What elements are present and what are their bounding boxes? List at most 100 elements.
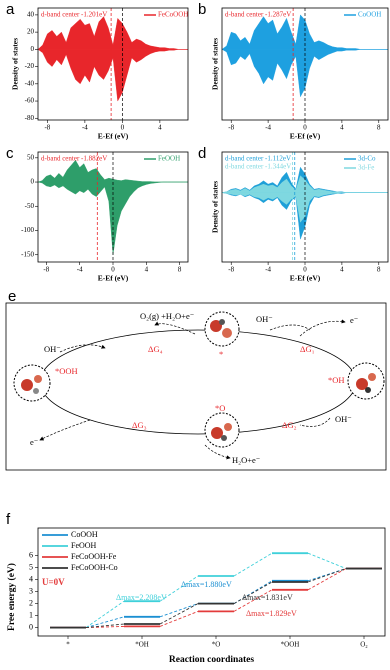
condition-label: U=0V [42,577,65,587]
connector [85,600,125,628]
legend-label: CoOOH [71,530,98,539]
diagram-text: O₂(g) +H₂O+e⁻ [140,311,195,321]
y-tick-label: 5 [29,562,33,571]
diagram-text: ΔG₄ [148,344,163,354]
x-tick-label: *OOH [281,641,300,649]
connector [233,581,273,604]
connector [307,568,347,582]
x-tick-label: * [66,641,70,649]
diagram-frame [5,302,387,471]
x-tick-label: -4 [77,266,83,274]
d-band-label: d-band center -1.112eV [225,155,291,163]
dos-area [37,16,188,50]
diagram-text: *O [215,403,225,413]
y-axis-title: Density of states [11,38,20,90]
y-tick-label: -50 [25,202,35,210]
diagram-text: ΔG₂ [282,420,297,430]
connector [233,589,273,612]
y-tick-label: 6 [29,550,33,559]
plot-frame [37,527,386,637]
x-tick-label: 4 [340,124,344,132]
y-axis-title: Density of states [211,181,220,233]
reaction-arrow [39,319,346,460]
x-tick-label: -4 [265,266,271,274]
x-tick-label: -8 [43,266,49,274]
connector [85,623,125,629]
y-tick-label: 2 [29,598,33,607]
diagram-text: e⁻ [30,437,39,447]
d-band-label: d-band center -1.201eV [41,11,107,19]
panel-label: a [6,1,15,18]
y-tick-label: 20 [27,28,35,36]
legend-label: FeCoOOH-Fe [71,552,117,561]
plot-frame [37,7,189,121]
legend-label: FeCoOOH-Co [71,563,118,572]
y-tick-label: -20 [25,62,35,70]
y-tick-label: -150 [21,250,34,258]
y-tick-label: -80 [25,114,35,122]
legend-label: FeOOH [71,541,97,550]
panel-label: f [6,511,11,528]
x-tick-label: *OH [135,641,149,649]
connector [233,552,273,577]
connector [307,568,347,591]
y-tick-label: 0 [31,45,35,53]
x-tick-label: 8 [178,266,182,274]
diagram-text: ΔG₁ [300,344,315,354]
x-tick-label: 4 [340,266,344,274]
panel-label: b [198,1,206,18]
y-axis-title: Density of states [211,38,220,90]
annotation: Δmax=1.829eV [246,609,297,618]
y-tick-label: -100 [21,226,34,234]
x-tick-label: 0 [303,124,307,132]
x-tick-label: O₂ [360,641,368,649]
d-band-label: d-band center -1.882eV [41,155,107,163]
x-axis-title: E-Ef (eV) [290,274,321,283]
x-tick-label: -4 [82,124,88,132]
connector [159,603,199,618]
x-tick-label: -8 [228,124,234,132]
x-tick-label: -8 [44,124,50,132]
catalyst-icon [13,311,385,448]
x-tick-label: 0 [111,266,115,274]
diagram-text: e⁻ [350,315,359,325]
x-tick-label: 4 [158,124,162,132]
d-band-label: d-band center -1.344eV [225,163,291,171]
annotation: Δmax=2.208eV [116,593,167,602]
y-tick-label: 4 [29,574,33,583]
diagram-text: *OOH [55,366,78,376]
diagram-text: ΔG₃ [132,420,147,430]
annotation: Δmax=1.831eV [242,593,293,602]
connector [307,568,347,583]
y-axis-title: Free energy (eV) [6,563,17,631]
x-tick-label: -4 [265,124,271,132]
dos-area [37,49,188,102]
connector [159,610,199,627]
diagram-text: H₂O+e⁻ [232,455,261,465]
panel-label: c [6,145,14,162]
y-tick-label: 40 [27,11,35,19]
y-tick-label: 0 [31,178,35,186]
x-tick-label: 8 [377,124,381,132]
x-tick-label: 4 [145,266,149,274]
connector [307,552,347,569]
x-tick-label: 0 [303,266,307,274]
x-axis-title: E-Ef (eV) [290,132,321,141]
y-tick-label: 1 [29,610,33,619]
diagram-text: OH⁻ [256,314,273,324]
diagram: e O₂(g) +H₂O+e⁻ OH⁻ e⁻ OH⁻ ΔG₄ ΔG₁ * [5,288,387,471]
x-tick-label: 8 [377,266,381,274]
x-tick-label: *O [212,641,221,649]
legend-label: 3d-Co [358,155,376,163]
x-axis-title: E-Ef (eV) [98,132,129,141]
x-axis-title: Reaction coordinates [169,655,255,665]
panel-label: d [198,145,206,162]
legend-label: FeOOH [158,155,180,163]
y-tick-label: 0 [29,622,33,631]
x-tick-label: -8 [228,266,234,274]
legend-label: CoOOH [358,11,381,19]
legend-label: 3d-Fe [358,164,374,172]
diagram-text: *OH [328,375,345,385]
y-tick-label: 3 [29,586,33,595]
